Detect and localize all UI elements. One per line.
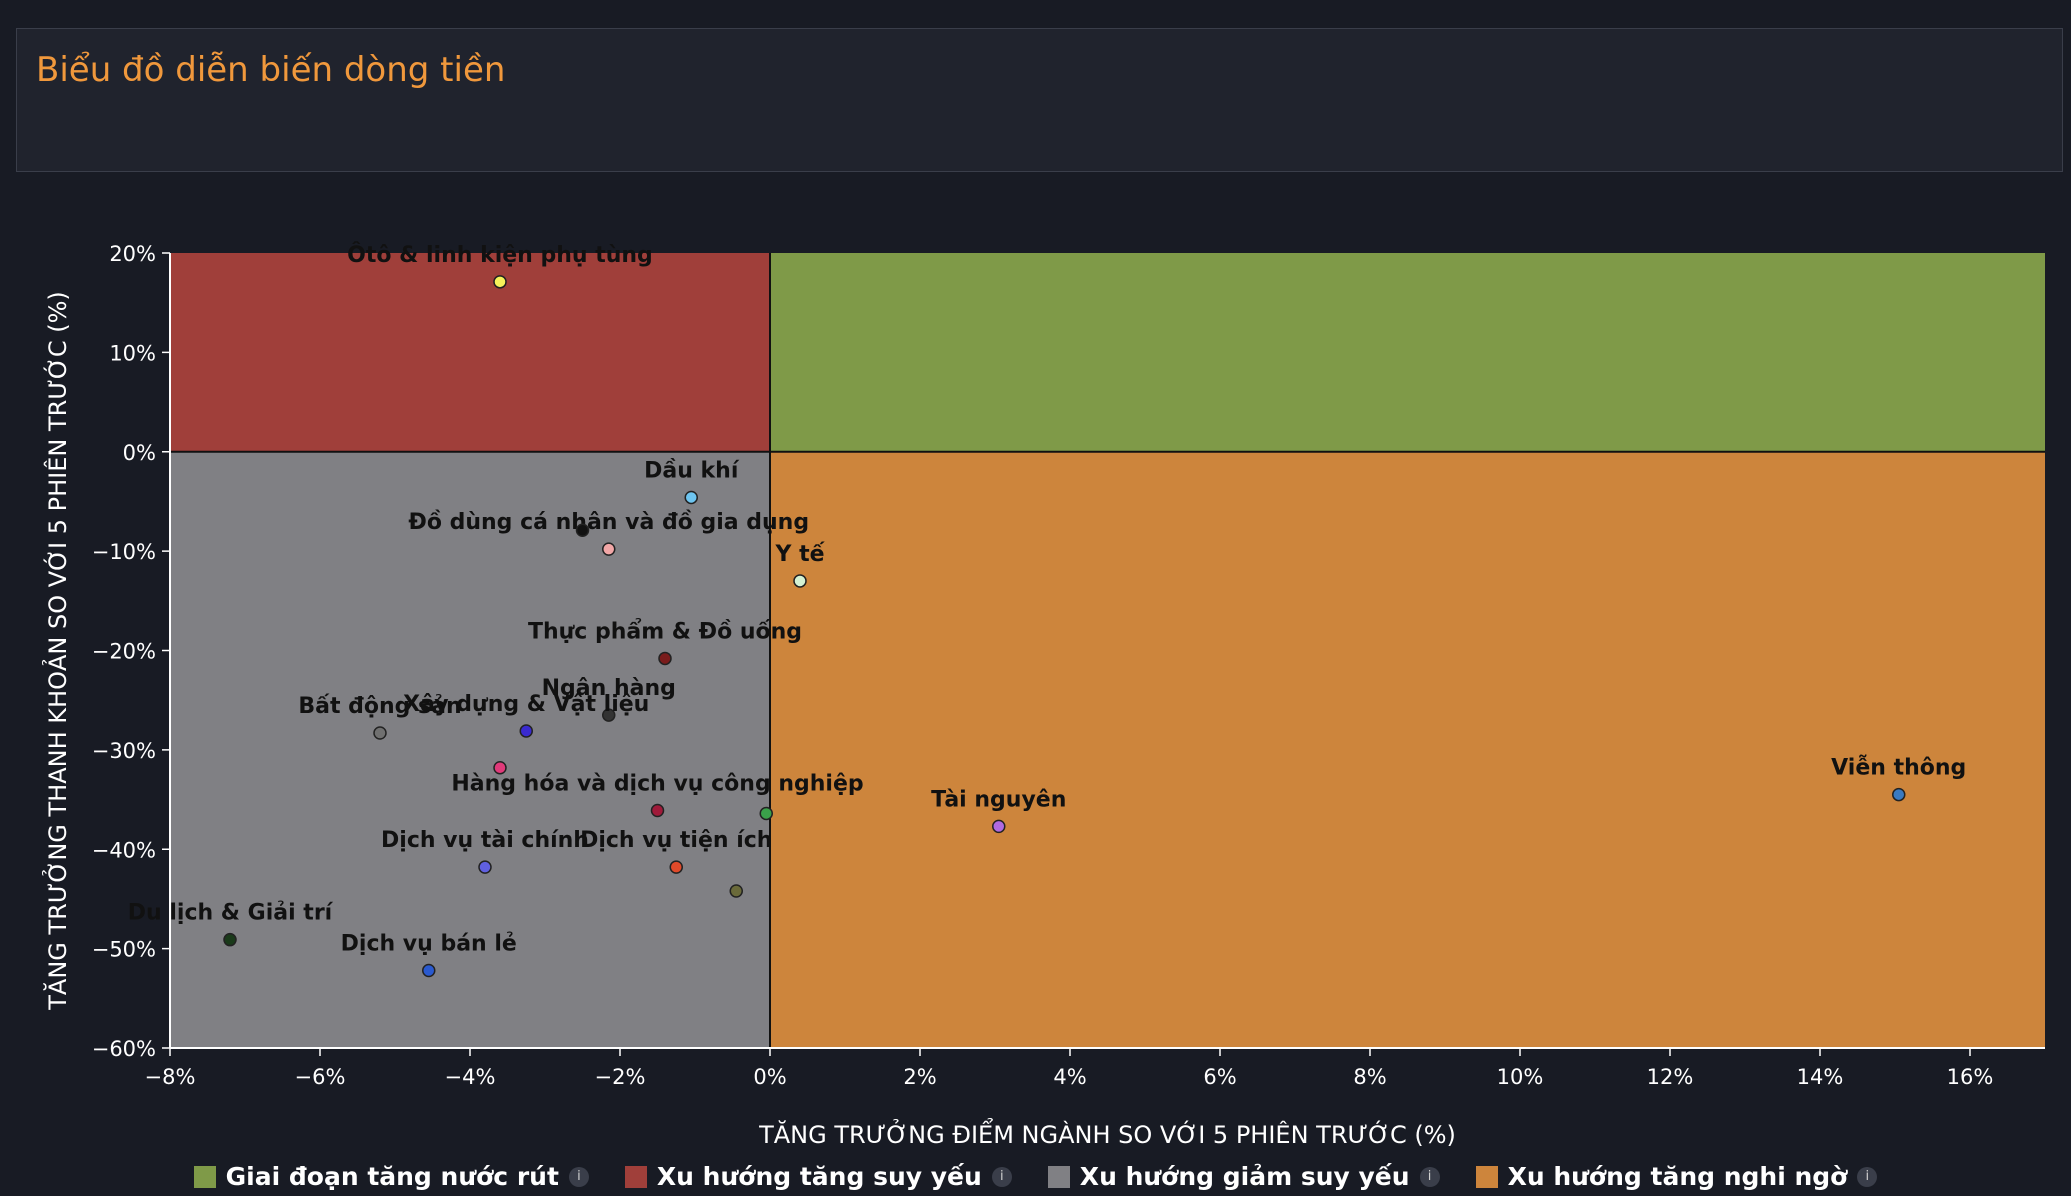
legend-item-sprint[interactable]: Giai đoạn tăng nước rút i [193,1162,589,1191]
data-point [575,523,590,538]
data-label: Y tế [774,542,825,567]
data-point [602,542,616,556]
data-label: Dịch vụ tiện ích [580,828,772,853]
data-label: Dịch vụ bán lẻ [341,931,517,956]
legend-item-weak-uptrend[interactable]: Xu hướng tăng suy yếu i [624,1162,1012,1191]
y-tick-label: 0% [123,441,156,465]
data-label: Du lịch & Giải trí [128,901,334,926]
data-point [373,726,387,740]
legend-swatch [1047,1165,1070,1188]
legend-swatch [624,1165,647,1188]
y-tick-label: 10% [109,341,156,365]
legend-swatch [1475,1165,1498,1188]
y-tick-label: 20% [109,242,156,266]
data-point [223,932,237,947]
x-axis-title: TĂNG TRƯỞNG ĐIỂM NGÀNH SO VỚI 5 PHIÊN TR… [758,1117,1456,1149]
x-tick-label: 10% [1497,1065,1544,1089]
data-label: Hàng hóa và dịch vụ công nghiệp [451,771,863,796]
quadrant-region-1 [170,253,770,452]
info-icon[interactable]: i [991,1166,1012,1187]
data-point [493,275,507,289]
chart-legend: Giai đoạn tăng nước rút i Xu hướng tăng … [0,1162,2071,1191]
y-tick-label: −30% [92,739,156,763]
data-point [992,819,1006,834]
page-title: Biểu đồ diễn biến dòng tiền [36,50,506,90]
x-tick-label: 2% [903,1065,936,1089]
y-tick-label: −50% [92,938,156,962]
quadrant-region-0 [770,253,2045,452]
x-tick-label: 12% [1647,1065,1694,1089]
data-point [759,806,773,821]
y-tick-label: −60% [92,1037,156,1061]
data-point [669,860,683,874]
x-tick-label: −2% [595,1065,646,1089]
info-icon[interactable]: i [568,1166,589,1187]
legend-label: Giai đoạn tăng nước rút [225,1162,559,1191]
x-tick-label: −6% [295,1065,346,1089]
x-tick-label: 8% [1353,1065,1386,1089]
cashflow-scatter-chart: −8% −6% −4% −2% 0% 2% 4% 6% 8% 10% 12% 14% 16% 20% 10%… [41,242,2045,1149]
data-label: Đồ dùng cá nhân và đồ gia dụng [408,510,809,535]
y-tick-label: −10% [92,540,156,564]
data-point [493,761,507,775]
data-point [658,651,672,666]
data-point [519,724,533,738]
data-point [1892,787,1906,802]
data-label: Dịch vụ tài chính [381,828,589,853]
x-tick-label: 14% [1797,1065,1844,1089]
x-tick-label: 4% [1053,1065,1086,1089]
legend-label: Xu hướng tăng suy yếu [656,1162,982,1191]
chart-header-panel [16,28,2063,172]
y-tick-label: −40% [92,838,156,862]
legend-label: Xu hướng tăng nghi ngờ [1507,1162,1848,1191]
info-icon[interactable]: i [1857,1166,1878,1187]
legend-item-doubtful-uptrend[interactable]: Xu hướng tăng nghi ngờ i [1475,1162,1878,1191]
data-point [422,963,436,978]
data-point [650,803,665,818]
data-label: Ôtô & linh kiện phụ tùng [347,242,653,268]
x-tick-label: −8% [145,1065,196,1089]
data-label: Ngân hàng [542,676,676,701]
legend-label: Xu hướng giảm suy yếu [1079,1162,1410,1191]
data-point [729,884,743,898]
legend-item-weak-downtrend[interactable]: Xu hướng giảm suy yếu i [1047,1162,1440,1191]
x-tick-label: −4% [445,1065,496,1089]
x-tick-label: 16% [1947,1065,1994,1089]
legend-swatch [193,1165,216,1188]
y-tick-label: −20% [92,640,156,664]
quadrant-region-3 [770,451,2045,1048]
data-point [478,860,492,874]
data-point [684,490,698,505]
info-icon[interactable]: i [1419,1166,1440,1187]
data-label: Dầu khí [644,458,740,483]
data-point [602,708,616,722]
x-tick-label: 6% [1203,1065,1236,1089]
data-point [793,574,807,588]
data-label: Bất động sản [298,694,461,719]
x-tick-label: 0% [753,1065,786,1089]
data-label: Tài nguyên [931,787,1066,812]
data-label: Thực phẩm & Đồ uống [528,618,802,644]
data-label: Viễn thông [1831,756,1966,781]
y-axis-title: TĂNG TRƯỞNG THANH KHOẢN SO VỚI 5 PHIÊN T… [41,291,72,1011]
quadrant-region-2 [170,451,770,1048]
data-label: Xây dựng & Vật liệu [403,692,649,717]
